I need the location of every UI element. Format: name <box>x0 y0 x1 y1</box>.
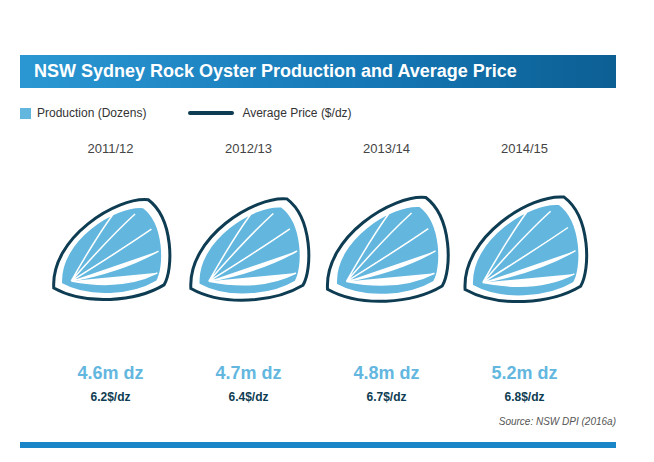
svg-text:2013/14: 2013/14 <box>363 141 410 156</box>
svg-text:6.8$/dz: 6.8$/dz <box>504 390 544 404</box>
html-text:Production (Dozens): Production (Dozens) <box>37 106 147 120</box>
svg-text:6.7$/dz: 6.7$/dz <box>366 390 406 404</box>
svg-text:2012/13: 2012/13 <box>225 141 272 156</box>
svg-text:4.7m dz: 4.7m dz <box>215 363 281 383</box>
html-text:Source: NSW DPI (2016a): Source: NSW DPI (2016a) <box>498 416 616 427</box>
svg-text:2011/12: 2011/12 <box>87 141 133 156</box>
svg-text:5.2m dz: 5.2m dz <box>491 363 557 383</box>
html-text:Average Price ($/dz): Average Price ($/dz) <box>242 106 352 120</box>
svg-text:4.8m dz: 4.8m dz <box>353 363 419 383</box>
svg-text:4.6m dz: 4.6m dz <box>77 363 143 383</box>
svg-text:2014/15: 2014/15 <box>501 141 548 156</box>
svg-text:6.2$/dz: 6.2$/dz <box>90 390 130 404</box>
svg-text:6.4$/dz: 6.4$/dz <box>228 390 268 404</box>
html-text:NSW Sydney Rock Oyster Product: NSW Sydney Rock Oyster Production and Av… <box>34 61 517 81</box>
